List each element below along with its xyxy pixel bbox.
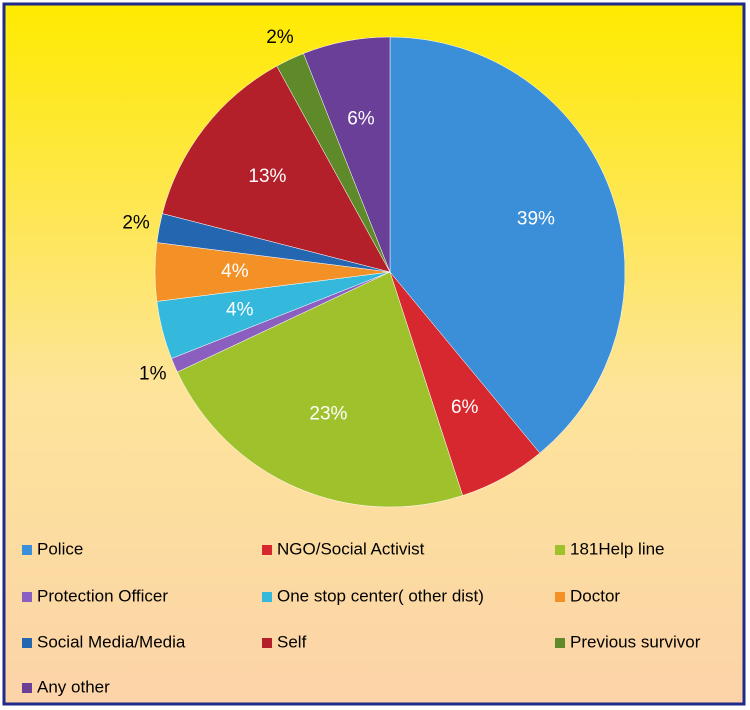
pie-slice: [162, 65, 391, 273]
legend-label: Police: [37, 539, 83, 558]
legend-label: Any other: [37, 677, 110, 696]
legend-swatch: [22, 545, 32, 555]
legend-swatch: [262, 592, 272, 602]
legend-swatch: [555, 592, 565, 602]
legend-swatch: [22, 592, 32, 602]
data-label: 13%: [248, 166, 286, 187]
legend-swatch: [22, 683, 32, 693]
legend-label: Social Media/Media: [37, 632, 186, 651]
data-label: 39%: [517, 208, 555, 229]
legend-swatch: [555, 638, 565, 648]
data-label: 2%: [266, 27, 294, 48]
legend-label: One stop center( other dist): [277, 586, 484, 605]
pie-slice: [177, 271, 463, 508]
data-label: 2%: [122, 213, 150, 234]
legend-swatch: [22, 638, 32, 648]
data-label: 4%: [226, 300, 254, 321]
data-label: 1%: [139, 364, 167, 385]
legend-label: Previous survivor: [570, 632, 701, 651]
legend-label: Self: [277, 632, 307, 651]
legend-swatch: [555, 545, 565, 555]
pie-slice: [389, 36, 626, 454]
data-label: 6%: [451, 397, 479, 418]
legend-label: NGO/Social Activist: [277, 539, 425, 558]
legend-label: 181Help line: [570, 539, 665, 558]
legend-label: Doctor: [570, 586, 620, 605]
pie-slice: [303, 36, 391, 273]
legend-label: Protection Officer: [37, 586, 168, 605]
legend-swatch: [262, 638, 272, 648]
data-label: 4%: [221, 261, 249, 282]
data-label: 23%: [309, 403, 347, 424]
legend-swatch: [262, 545, 272, 555]
data-label: 6%: [347, 109, 375, 130]
